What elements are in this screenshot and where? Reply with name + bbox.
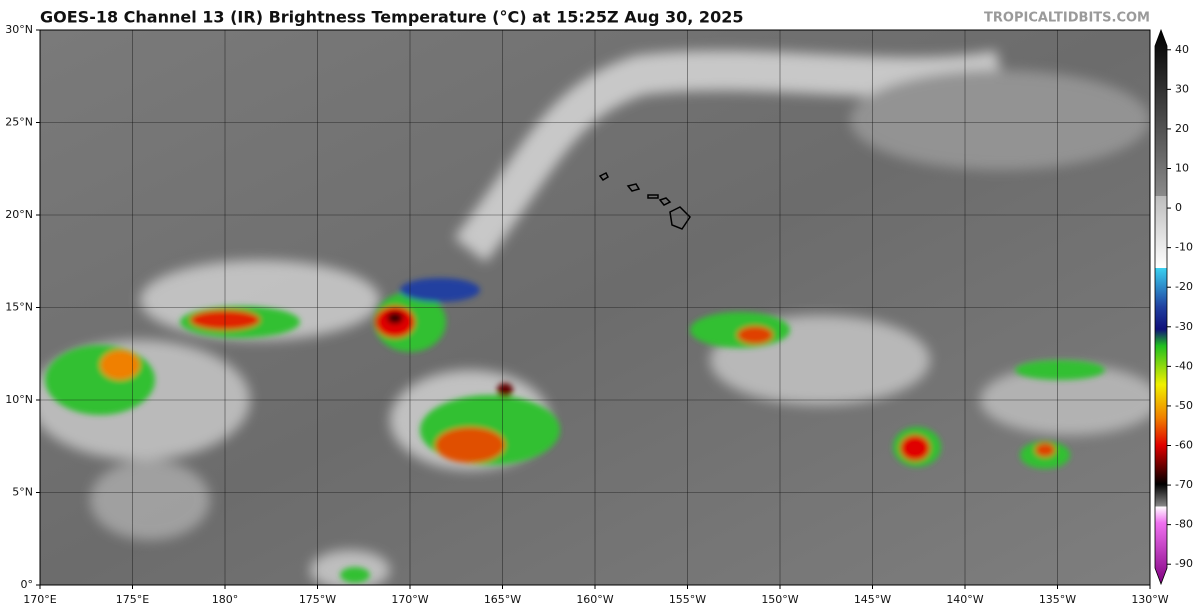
source: TROPICALTIDBITS.COM	[984, 11, 1150, 26]
colorbar-tick-label: -50	[1175, 399, 1193, 412]
x-tick-label: 175°W	[299, 593, 336, 606]
colorbar-tick-label: -70	[1175, 478, 1193, 491]
colorbar: 40 30 20 10 0 -10 -20 -30 -40 -50 -60 -70 -80 -90	[1154, 28, 1193, 586]
colorbar-tick-label: -20	[1175, 280, 1193, 293]
x-tick-label: 135°W	[1039, 593, 1076, 606]
title: GOES-18 Channel 13 (IR) Brightness Tempe…	[40, 8, 743, 27]
colorbar-tick-label: -80	[1175, 518, 1193, 531]
x-tick-label: 180°	[212, 593, 239, 606]
colorbar-tick-label: -30	[1175, 320, 1193, 333]
x-tick-label: 160°W	[576, 593, 613, 606]
x-tick-label: 155°W	[669, 593, 706, 606]
y-tick-label: 30°N	[5, 23, 33, 36]
map-frame	[39, 29, 1151, 586]
y-tick-label: 5°N	[12, 486, 33, 499]
x-tick-label: 170°E	[23, 593, 56, 606]
y-tick-label: 15°N	[5, 301, 33, 314]
colorbar-tick-label: -10	[1175, 241, 1193, 254]
x-tick-label: 150°W	[761, 593, 798, 606]
y-tick-label: 0°	[21, 578, 34, 591]
colorbar-tick-label: 40	[1175, 43, 1189, 56]
colorbar-tick-label: -40	[1175, 359, 1193, 372]
colorbar-tick-label: 30	[1175, 82, 1189, 95]
axes: 170°E 175°E 180° 175°W 170°W 165°W 160°W 155°W 1…	[5, 23, 1169, 606]
y-tick-label: 20°N	[5, 208, 33, 221]
x-tick-label: 165°W	[484, 593, 521, 606]
x-tick-label: 170°W	[391, 593, 428, 606]
y-tick-label: 25°N	[5, 116, 33, 129]
colorbar-tick-label: 10	[1175, 162, 1189, 175]
y-tick-label: 10°N	[5, 393, 33, 406]
colorbar-tick-label: -90	[1175, 557, 1193, 570]
x-tick-label: 130°W	[1131, 593, 1168, 606]
colorbar-tick-label: 0	[1175, 201, 1182, 214]
colorbar-tick-label: -60	[1175, 439, 1193, 452]
x-tick-label: 175°E	[116, 593, 149, 606]
x-tick-label: 140°W	[946, 593, 983, 606]
x-tick-label: 145°W	[854, 593, 891, 606]
colorbar-scale	[1154, 28, 1168, 586]
colorbar-tick-label: 20	[1175, 122, 1189, 135]
